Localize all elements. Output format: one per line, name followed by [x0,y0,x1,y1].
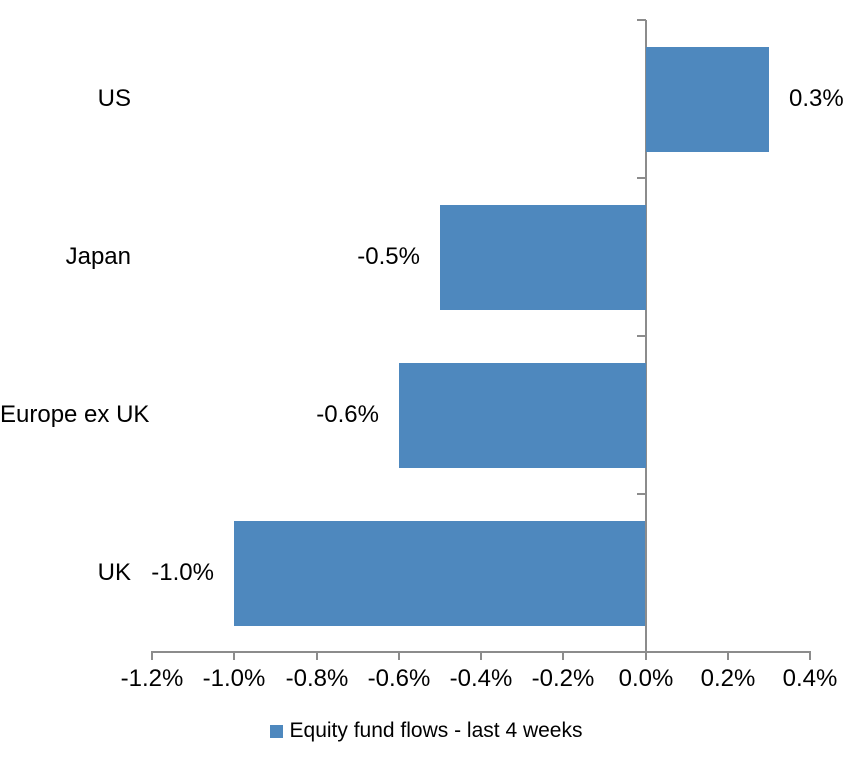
bar-europe-ex-uk [399,363,646,468]
legend-swatch-icon [269,724,283,738]
category-axis-line [645,20,647,652]
category-label-japan: Japan [65,243,131,270]
legend-label: Equity fund flows - last 4 weeks [289,719,583,742]
value-axis-tick [727,651,729,660]
x-tick-label--1-2-: -1.2% [120,665,184,692]
bar-us [646,47,769,152]
x-tick-label--0-4-: -0.4% [449,665,513,692]
value-axis-tick [809,651,811,660]
x-tick-label--0-8-: -0.8% [285,665,349,692]
category-label-europe-ex-uk: Europe ex UK [0,401,150,428]
data-label-europe-ex-uk: -0.6% [316,401,379,428]
x-tick-label--0-6-: -0.6% [367,665,431,692]
data-label-us: 0.3% [789,85,844,112]
category-axis-tick [637,335,646,337]
category-axis-tick [637,19,646,21]
value-axis-tick [480,651,482,660]
value-axis-tick [233,651,235,660]
category-label-uk: UK [97,559,131,586]
bar-japan [440,205,646,310]
value-axis-tick [316,651,318,660]
x-tick-label-0-0-: 0.0% [618,665,674,692]
bar-uk [234,521,645,626]
category-axis-tick [637,177,646,179]
legend: Equity fund flows - last 4 weeks [0,716,852,746]
data-label-japan: -0.5% [357,243,420,270]
x-tick-label--0-2-: -0.2% [531,665,595,692]
value-axis-tick [645,651,647,660]
data-label-uk: -1.0% [151,559,214,586]
x-tick-label--1-0-: -1.0% [202,665,266,692]
x-tick-label-0-4-: 0.4% [782,665,838,692]
category-axis-tick [637,493,646,495]
value-axis-tick [562,651,564,660]
value-axis-tick [151,651,153,660]
value-axis-tick [398,651,400,660]
category-label-us: US [97,85,131,112]
x-tick-label-0-2-: 0.2% [700,665,756,692]
